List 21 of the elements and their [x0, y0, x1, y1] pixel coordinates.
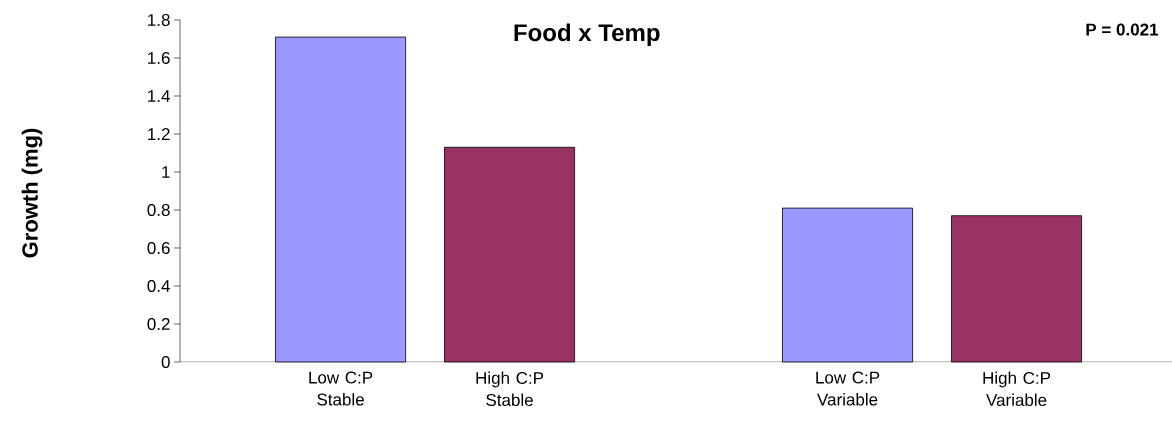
y-tick-label: 0: [161, 355, 170, 369]
x-tick-label: Low C:P Stable: [309, 371, 373, 406]
y-tick-label: 0.6: [147, 241, 170, 255]
chart-title: Food x Temp: [514, 23, 660, 46]
y-tick-label: 1.2: [148, 128, 170, 140]
y-tick-label: 0.8: [147, 203, 170, 217]
x-tick-label: High C:P Variable: [983, 371, 1051, 407]
bar: [275, 36, 407, 363]
y-tick-label: 1: [162, 166, 170, 178]
bar: [951, 215, 1082, 363]
y-tick-label: 0.4: [147, 279, 170, 293]
y-axis-title: Growth (mg): [21, 128, 43, 258]
y-tick-label: 1.6: [148, 51, 170, 65]
x-tick-label: High C:P Stable: [476, 371, 544, 407]
y-tick-label: 1.8: [148, 13, 170, 27]
bar: [782, 207, 913, 363]
bar: [444, 146, 576, 363]
annotation: P = 0.021: [1086, 23, 1159, 36]
y-tick-label: 0.2: [147, 317, 170, 331]
x-tick-label: Low C:P Variable: [816, 371, 880, 406]
y-tick-label: 1.4: [148, 90, 170, 102]
